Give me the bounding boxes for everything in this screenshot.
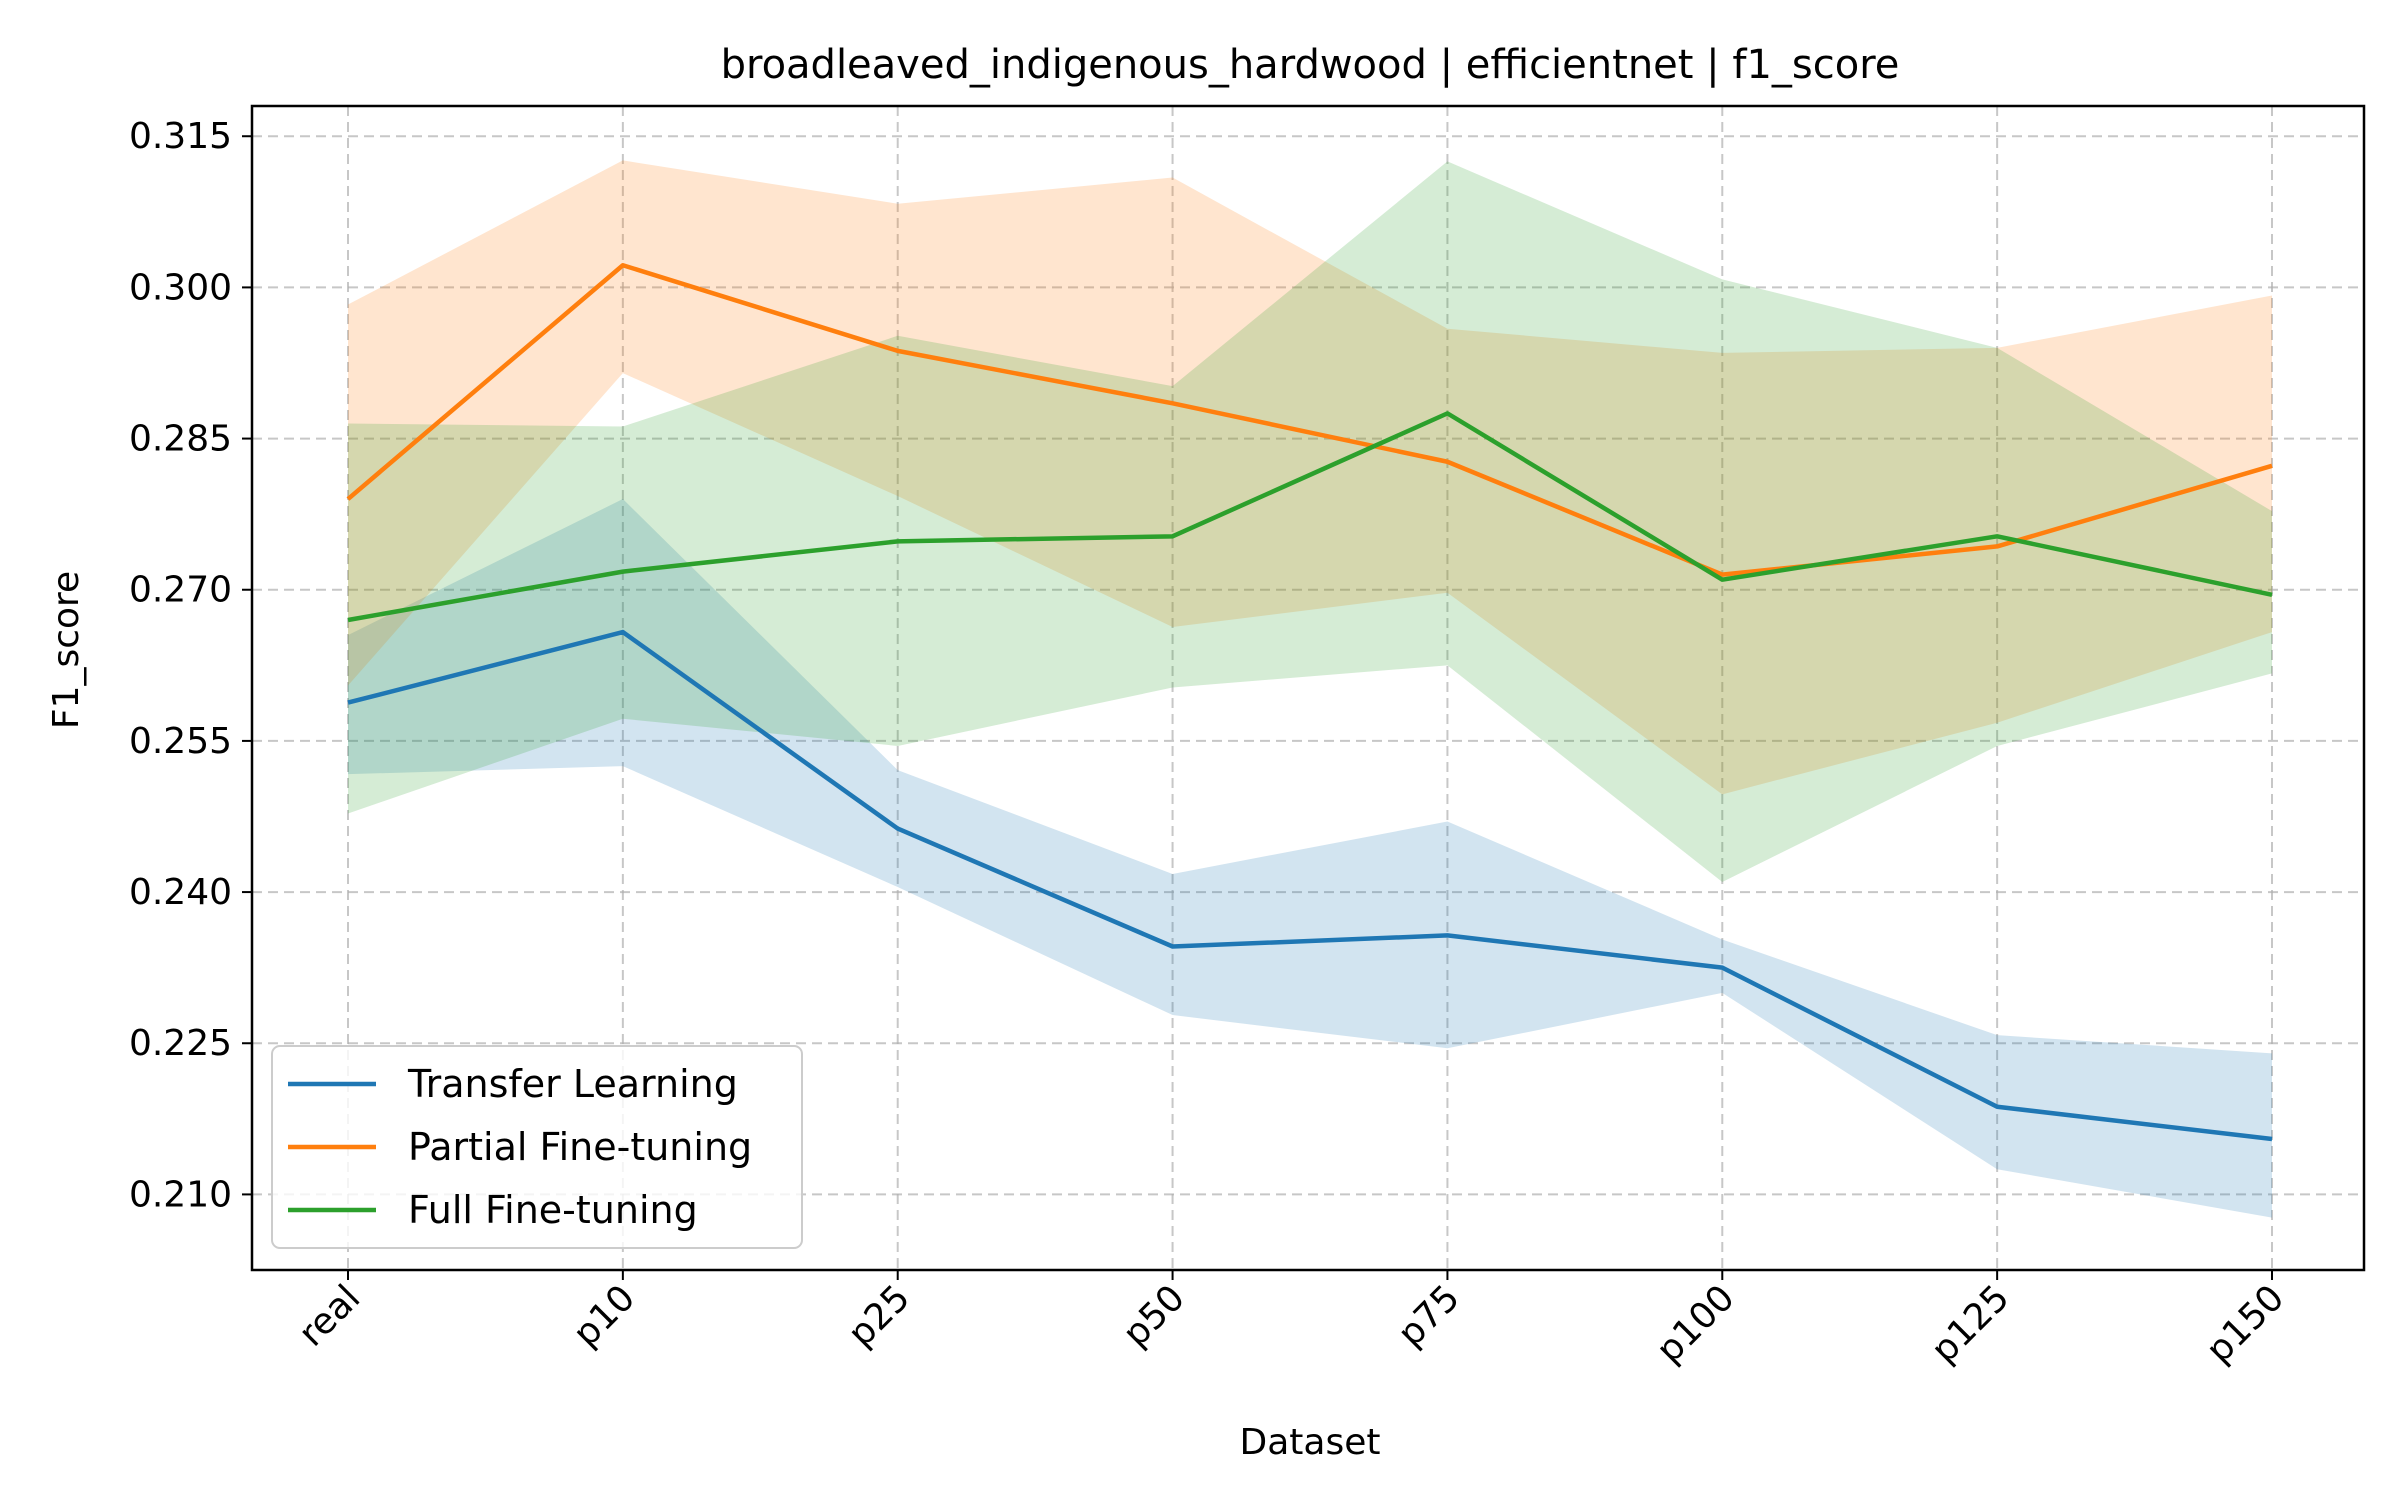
confidence-band — [348, 499, 2272, 1218]
legend-box — [271, 1045, 803, 1249]
y-tick-label: 0.270 — [129, 570, 232, 611]
legend-label: Full Fine-tuning — [408, 1188, 698, 1232]
y-tick-label: 0.240 — [129, 872, 232, 913]
y-axis-label: F1_score — [46, 571, 87, 729]
series-lines-layer — [346, 262, 2273, 1142]
confidence-bands-layer — [348, 160, 2272, 1218]
legend-label: Partial Fine-tuning — [408, 1125, 752, 1169]
legend: Transfer Learning Partial Fine-tuning Full… — [271, 1045, 803, 1249]
y-tick-label: 0.210 — [129, 1174, 232, 1215]
y-tick-label: 0.285 — [129, 419, 232, 460]
y-tick-label: 0.300 — [129, 267, 232, 308]
series-line — [347, 411, 2273, 623]
confidence-band — [348, 161, 2272, 882]
legend-label: Transfer Learning — [407, 1062, 738, 1106]
confidence-band — [348, 160, 2272, 795]
chart-title: broadleaved_indigenous_hardwood | effici… — [721, 42, 1900, 88]
x-axis-label: Dataset — [1240, 1422, 1381, 1463]
axes-frame — [250, 104, 2366, 1272]
series-line — [347, 629, 2273, 1142]
y-tick-label: 0.255 — [129, 721, 232, 762]
y-tick-label: 0.225 — [129, 1023, 232, 1064]
y-tick-label: 0.315 — [129, 116, 232, 157]
series-line — [346, 262, 2273, 577]
